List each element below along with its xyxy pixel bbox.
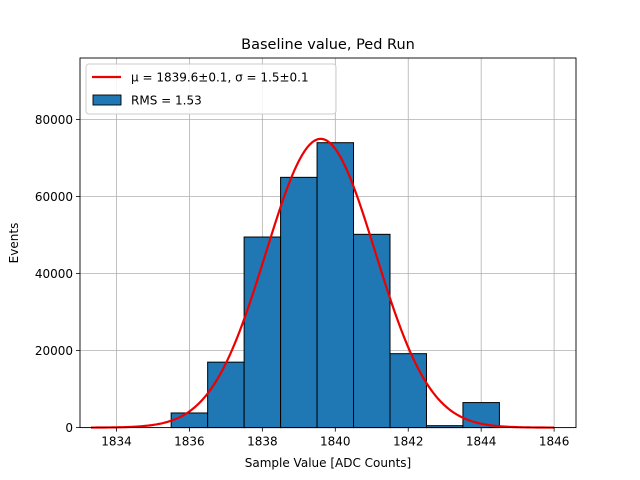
y-tick-label: 20000 xyxy=(35,344,73,358)
y-tick-label: 80000 xyxy=(35,113,73,127)
histogram-bars xyxy=(170,142,500,429)
histogram-bar xyxy=(243,236,282,429)
legend-histogram-label: RMS = 1.53 xyxy=(131,94,202,108)
y-tick-label: 40000 xyxy=(35,267,73,281)
x-axis-label: Sample Value [ADC Counts] xyxy=(245,456,411,470)
histogram-bar xyxy=(207,361,245,429)
x-tick-label: 1846 xyxy=(539,435,570,449)
x-tick-label: 1844 xyxy=(466,435,497,449)
histogram-bar xyxy=(316,142,355,429)
histogram-bar xyxy=(280,176,318,429)
y-tick-label: 60000 xyxy=(35,190,73,204)
y-axis-ticks: 0 20000 40000 60000 80000 xyxy=(35,113,80,435)
legend-histogram-swatch xyxy=(92,94,122,106)
x-tick-label: 1834 xyxy=(101,435,132,449)
chart-title: Baseline value, Ped Run xyxy=(241,37,415,53)
legend-fit-label: μ = 1839.6±0.1, σ = 1.5±0.1 xyxy=(131,71,309,85)
gaussian-fit-line xyxy=(90,137,555,429)
plot-frame xyxy=(79,57,577,429)
legend: μ = 1839.6±0.1, σ = 1.5±0.1 RMS = 1.53 xyxy=(85,63,337,115)
legend-box xyxy=(85,63,337,115)
histogram-bar xyxy=(353,233,391,429)
y-tick-label: 0 xyxy=(65,421,73,435)
x-axis-ticks: 1834 1836 1838 1840 1842 1844 1846 xyxy=(101,427,570,449)
x-tick-label: 1842 xyxy=(393,435,424,449)
x-tick-label: 1838 xyxy=(247,435,278,449)
histogram-bar xyxy=(170,412,209,429)
y-axis-label: Events xyxy=(7,223,21,264)
x-tick-label: 1836 xyxy=(174,435,205,449)
x-tick-label: 1840 xyxy=(320,435,351,449)
histogram-bar xyxy=(389,353,427,429)
